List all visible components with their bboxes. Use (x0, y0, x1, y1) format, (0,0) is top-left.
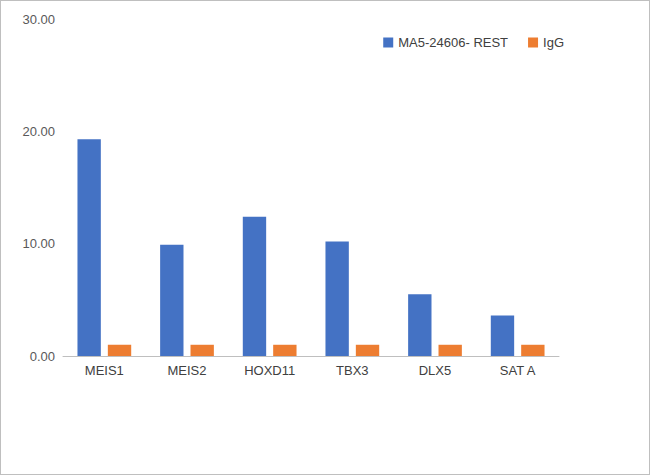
svg-text:0.00: 0.00 (30, 349, 55, 364)
svg-text:MEIS1: MEIS1 (85, 363, 124, 378)
svg-text:20.00: 20.00 (22, 124, 55, 139)
svg-text:30.00: 30.00 (22, 12, 55, 27)
svg-text:TBX3: TBX3 (336, 363, 369, 378)
svg-text:MEIS2: MEIS2 (167, 363, 206, 378)
svg-text:SAT A: SAT A (500, 363, 536, 378)
svg-text:DLX5: DLX5 (419, 363, 452, 378)
svg-text:MA5-24606- REST: MA5-24606- REST (398, 35, 508, 50)
svg-text:IgG: IgG (543, 35, 564, 50)
svg-text:HOXD11: HOXD11 (244, 363, 295, 378)
svg-text:10.00: 10.00 (22, 236, 55, 251)
